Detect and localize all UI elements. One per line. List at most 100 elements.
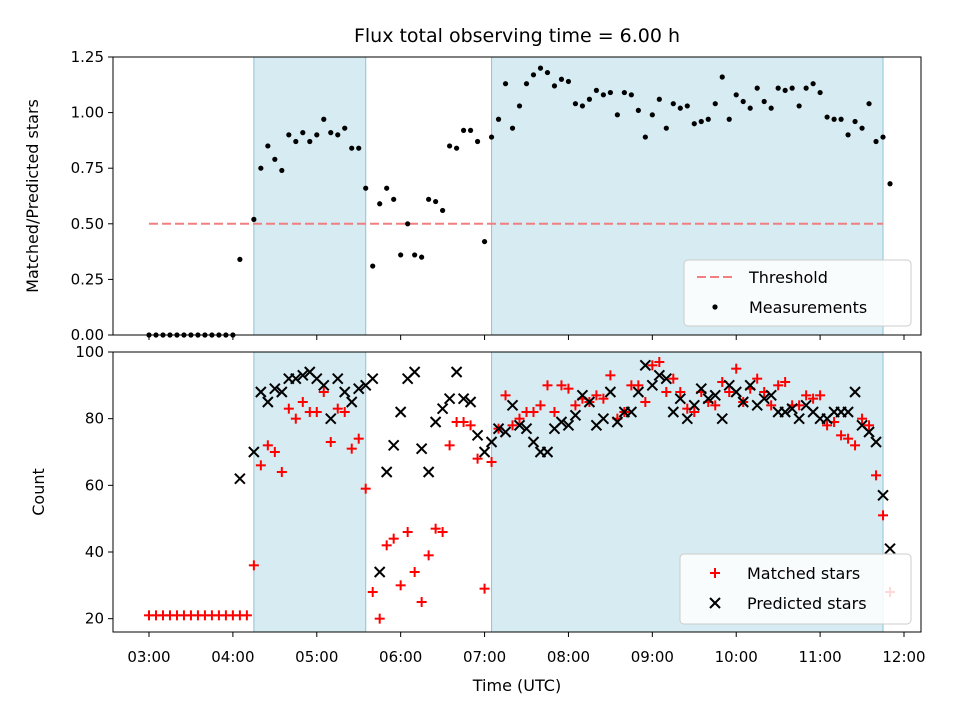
measurement-point: [859, 125, 865, 131]
measurement-point: [579, 103, 586, 109]
measurement-point: [363, 185, 369, 191]
measurement-point: [251, 216, 257, 222]
y-tick-label: 0.75: [71, 159, 104, 177]
predicted-star-point: [716, 412, 728, 425]
predicted-star-point: [541, 446, 554, 458]
predicted-star-point: [625, 406, 638, 418]
measurement-point: [740, 98, 746, 105]
matched-star-point: [675, 387, 686, 397]
measurement-point: [300, 130, 306, 136]
matched-star-point: [556, 380, 567, 391]
measurement-point: [572, 101, 579, 107]
measurement-point: [321, 116, 327, 122]
matched-star-point: [290, 413, 301, 424]
predicted-star-point: [681, 412, 693, 425]
measurement-point: [447, 143, 453, 149]
y-tick-label: 40: [85, 543, 104, 561]
matched-star-point: [668, 373, 679, 384]
predicted-star-point: [387, 439, 400, 452]
predicted-star-point: [877, 489, 889, 502]
predicted-star-point: [702, 392, 714, 405]
predicted-star-point: [632, 386, 645, 398]
measurement-point: [426, 196, 432, 202]
predicted-star-point: [373, 566, 386, 578]
predicted-star-point: [884, 542, 896, 555]
measurement-point: [768, 105, 774, 111]
matched-star-point: [647, 360, 658, 371]
bottom-axes-frame: [112, 351, 922, 633]
matched-star-point: [311, 407, 322, 417]
legend-matched-swatch: [710, 568, 720, 578]
matched-star-point: [780, 377, 791, 387]
measurement-point: [398, 252, 404, 258]
measurement-point: [474, 138, 481, 145]
predicted-star-point: [758, 392, 770, 405]
measurement-point: [328, 130, 334, 136]
bottom-y-axis-label: Count: [29, 468, 48, 516]
matched-star-point: [402, 527, 413, 537]
measurement-point: [649, 112, 655, 118]
matched-star-point: [507, 420, 518, 431]
measurement-point: [838, 116, 844, 122]
matched-star-point: [752, 373, 763, 384]
predicted-star-point: [234, 472, 246, 485]
matched-star-point: [500, 390, 511, 401]
predicted-star-point: [870, 436, 882, 448]
matched-star-point: [381, 540, 392, 551]
matched-star-point: [339, 407, 350, 417]
predicted-star-point: [325, 412, 337, 425]
predicted-star-point: [248, 446, 260, 458]
chart-title: Flux total observing time = 6.00 h: [354, 25, 680, 47]
matched-star-point: [633, 380, 644, 391]
matched-star-point: [598, 393, 609, 404]
matched-star-point: [255, 460, 266, 471]
measurement-point: [342, 125, 348, 131]
measurement-point: [712, 101, 718, 107]
y-tick-label: 1.00: [71, 104, 104, 122]
top-axes-frame: [112, 56, 922, 336]
predicted-star-point: [394, 406, 407, 418]
legend-measurements-swatch: [712, 304, 718, 310]
predicted-star-point: [443, 392, 456, 405]
top-subplot: 0.00 0.25 0.50 0.75 1.00 1.25 Flux total obse…: [23, 25, 922, 344]
predicted-star-point: [255, 386, 267, 398]
matched-star-point: [822, 420, 833, 431]
predicted-star-point: [450, 366, 463, 378]
matched-star-point: [710, 400, 721, 411]
measurement-point: [705, 116, 711, 122]
predicted-star-point: [842, 406, 854, 418]
y-tick-label: 60: [85, 476, 104, 494]
measurement-point: [272, 156, 278, 162]
matched-star-point: [766, 400, 777, 411]
x-tick-label: 11:00: [798, 648, 841, 666]
measurement-point: [684, 103, 690, 109]
matched-star-point: [563, 383, 574, 394]
measurement-point: [761, 98, 767, 105]
measurement-point: [523, 81, 530, 87]
predicted-star-point: [583, 396, 596, 408]
matched-star-point: [430, 523, 441, 534]
measurement-point: [537, 65, 544, 71]
measurement-point: [887, 181, 893, 187]
measurement-point: [593, 87, 600, 93]
predicted-star-point: [380, 466, 393, 478]
measurement-point: [384, 185, 390, 191]
measurement-point: [845, 132, 851, 138]
measurement-point: [405, 221, 411, 227]
measurement-point: [356, 145, 362, 151]
x-tick-label: 03:00: [127, 648, 170, 666]
matched-star-point: [318, 387, 329, 397]
matched-star-point: [479, 583, 490, 594]
measurement-point: [495, 116, 502, 122]
matched-star-point: [297, 397, 308, 407]
matched-star-point: [843, 433, 854, 444]
matched-star-point: [248, 560, 259, 571]
bottom-y-ticks: 20 40 60 80 100: [75, 343, 113, 628]
matched-star-point: [262, 440, 273, 451]
predicted-star-point: [464, 396, 477, 408]
measurement-point: [460, 127, 467, 133]
measurement-point: [286, 132, 292, 138]
measurement-point: [796, 103, 802, 109]
measurement-point: [670, 101, 676, 107]
measurement-point: [237, 256, 243, 262]
